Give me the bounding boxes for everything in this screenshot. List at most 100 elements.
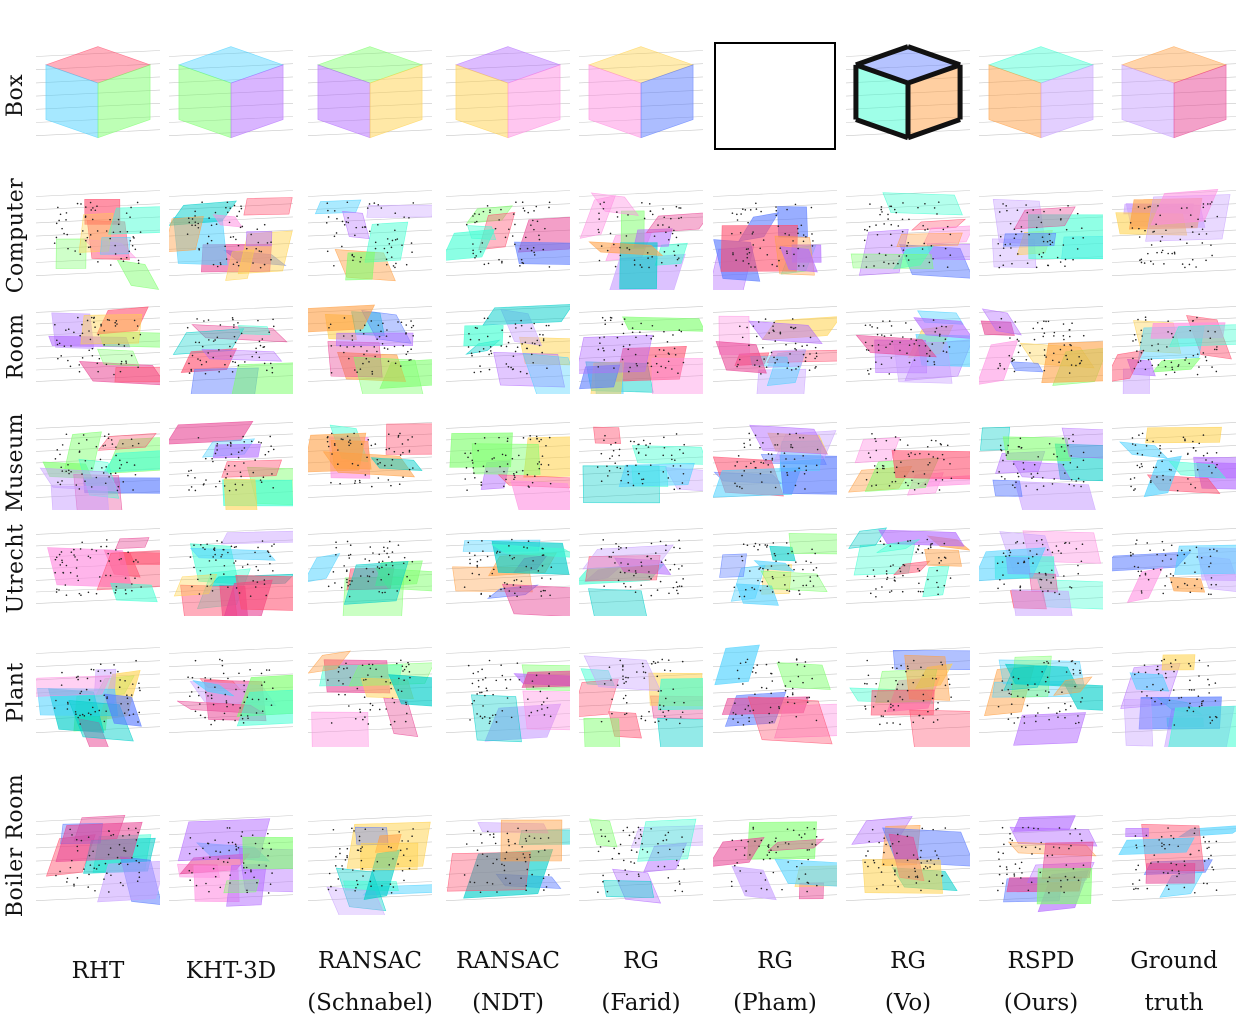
result-thumbnail [446,180,570,290]
row-label: Box [0,38,32,152]
plane-segmentation-image [36,647,160,747]
plane-segmentation-image [979,190,1103,276]
result-thumbnail [36,414,160,510]
result-thumbnail [979,637,1103,747]
result-thumbnail [979,414,1103,510]
plane-segmentation-image [169,190,293,281]
result-thumbnail [36,805,160,915]
row-label-text: Museum [3,412,29,512]
column-label: RSPD (Ours) [974,940,1108,1024]
result-thumbnail [308,805,432,915]
column-label-line1: Ground [1130,948,1218,974]
result-thumbnail [1112,805,1236,915]
row-label-text: Utrecht [3,523,29,613]
plane-segmentation-image [36,190,160,290]
plane-segmentation-image [713,190,837,290]
plane-segmentation-image [579,46,703,139]
row-label: Room [0,296,32,396]
result-thumbnail [979,180,1103,290]
result-thumbnail [169,805,293,915]
column-label: RANSAC (NDT) [441,940,575,1024]
plane-segmentation-image [1112,46,1236,139]
result-thumbnail [308,520,432,616]
result-thumbnail [446,298,570,394]
result-thumbnail [36,298,160,394]
plane-segmentation-image [308,422,432,498]
plane-segmentation-image [579,306,703,394]
result-thumbnail [308,414,432,510]
plane-segmentation-image [846,44,970,141]
result-thumbnail [846,637,970,747]
result-thumbnail [846,414,970,510]
plane-segmentation-image [579,647,703,747]
result-thumbnail [1112,414,1236,510]
plane-segmentation-image [308,528,432,616]
plane-segmentation-image [579,815,703,904]
column-label: KHT-3D [164,950,298,992]
plane-segmentation-image [579,528,703,616]
result-thumbnail [846,298,970,394]
result-thumbnail [846,180,970,290]
column-label: RG (Vo) [841,940,975,1024]
result-thumbnail [169,298,293,394]
plane-segmentation-image [1112,647,1236,747]
plane-segmentation-image [308,647,432,747]
plane-segmentation-image [446,528,570,616]
result-thumbnail [579,414,703,510]
plane-segmentation-image [846,527,970,604]
result-thumbnail [446,637,570,747]
plane-segmentation-image [169,420,293,510]
plane-segmentation-image [579,422,703,504]
column-label-line2: (Ours) [1003,990,1079,1016]
plane-segmentation-image [846,647,970,747]
column-label-line1: RG [757,948,793,974]
plane-segmentation-image [1112,528,1236,604]
plane-segmentation-image [446,647,570,743]
result-thumbnail [579,180,703,290]
plane-segmentation-image [1112,306,1236,394]
column-label-line1: RG [890,948,926,974]
row-label: Plant [0,628,32,756]
column-label-line2: (Vo) [884,990,932,1016]
result-thumbnail [169,637,293,747]
result-thumbnail [579,298,703,394]
result-thumbnail [446,414,570,510]
result-thumbnail [713,298,837,394]
column-label-line1: KHT-3D [185,958,277,984]
plane-segmentation-image [579,190,703,290]
plane-segmentation-image [979,306,1103,386]
result-thumbnail [979,805,1103,915]
result-thumbnail [308,298,432,394]
result-thumbnail [713,180,837,290]
result-thumbnail [308,180,432,290]
column-label-line1: RG [623,948,659,974]
plane-segmentation-image [979,647,1103,746]
plane-segmentation-image [308,815,432,915]
result-thumbnail [169,520,293,616]
plane-segmentation-image [713,422,837,498]
plane-segmentation-image [979,422,1103,510]
plane-segmentation-image [169,647,293,733]
result-thumbnail [846,805,970,915]
plane-segmentation-image [713,815,837,901]
row-label-text: Plant [3,661,29,723]
result-thumbnail [308,40,432,150]
plane-segmentation-image [308,304,432,394]
plane-segmentation-image [979,815,1103,913]
column-label-line1: RSPD [1007,948,1075,974]
plane-segmentation-image [713,644,837,745]
plane-segmentation-image [846,306,970,384]
missing-result-box [714,42,836,150]
column-label-line2: truth [1144,990,1204,1016]
column-label-line1: RANSAC [455,948,561,974]
row-label: Boiler Room [0,770,32,920]
plane-segmentation-image [846,190,970,279]
result-thumbnail [579,520,703,616]
result-thumbnail [1112,637,1236,747]
plane-segmentation-image [36,528,160,604]
result-thumbnail [169,180,293,290]
column-label: RHT [31,950,165,992]
result-thumbnail [169,40,293,150]
plane-segmentation-image [169,46,293,139]
result-thumbnail [36,180,160,290]
